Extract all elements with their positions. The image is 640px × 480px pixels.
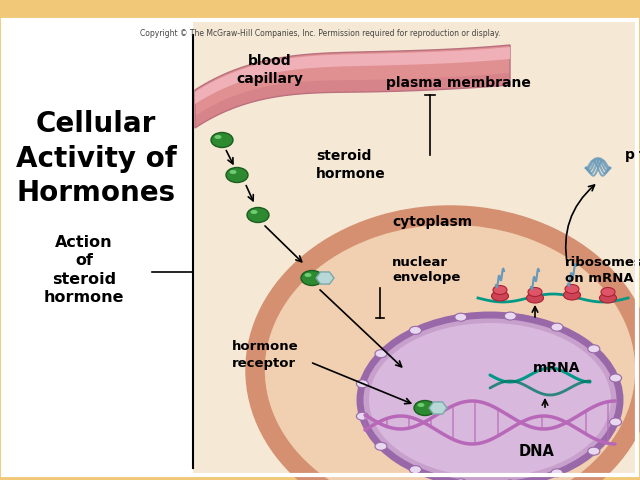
Ellipse shape xyxy=(375,442,387,450)
Ellipse shape xyxy=(563,290,580,300)
Bar xyxy=(193,22,635,474)
Ellipse shape xyxy=(356,380,369,388)
Ellipse shape xyxy=(588,345,600,353)
Text: blood
capillary: blood capillary xyxy=(237,54,303,85)
Polygon shape xyxy=(316,272,334,284)
Ellipse shape xyxy=(565,285,579,293)
Ellipse shape xyxy=(360,315,620,480)
Ellipse shape xyxy=(250,210,257,214)
Ellipse shape xyxy=(455,313,467,321)
Ellipse shape xyxy=(504,312,516,320)
Text: Cellular
Activity of
Hormones: Cellular Activity of Hormones xyxy=(15,110,177,207)
Text: steroid
hormone: steroid hormone xyxy=(316,149,386,180)
Text: nuclear
envelope: nuclear envelope xyxy=(392,255,460,285)
Ellipse shape xyxy=(369,323,611,477)
Ellipse shape xyxy=(375,350,387,358)
Ellipse shape xyxy=(226,168,248,182)
Ellipse shape xyxy=(230,170,237,174)
Text: plasma membrane: plasma membrane xyxy=(385,76,531,90)
Ellipse shape xyxy=(609,374,621,382)
Ellipse shape xyxy=(551,323,563,331)
Ellipse shape xyxy=(493,286,507,295)
Ellipse shape xyxy=(255,215,640,480)
Bar xyxy=(5,22,193,474)
Text: Action
of
steroid
hormone: Action of steroid hormone xyxy=(44,235,124,305)
Text: DNA: DNA xyxy=(519,444,555,459)
Text: cytoplasm: cytoplasm xyxy=(392,215,472,229)
Polygon shape xyxy=(195,47,510,104)
Ellipse shape xyxy=(609,418,621,426)
Text: protein: protein xyxy=(625,148,640,162)
Ellipse shape xyxy=(527,293,543,303)
Text: mRNA: mRNA xyxy=(533,361,580,375)
Ellipse shape xyxy=(600,293,616,303)
Polygon shape xyxy=(195,73,510,128)
Ellipse shape xyxy=(551,469,563,477)
Ellipse shape xyxy=(247,207,269,223)
Ellipse shape xyxy=(588,447,600,455)
Ellipse shape xyxy=(305,273,312,277)
Ellipse shape xyxy=(410,466,421,474)
Text: hormone
receptor: hormone receptor xyxy=(232,340,299,370)
Ellipse shape xyxy=(301,271,323,286)
Ellipse shape xyxy=(417,403,424,407)
Ellipse shape xyxy=(265,225,635,480)
Ellipse shape xyxy=(601,288,615,297)
Ellipse shape xyxy=(455,479,467,480)
Polygon shape xyxy=(195,45,510,128)
Ellipse shape xyxy=(410,326,421,335)
Text: ribosomes
on mRNA: ribosomes on mRNA xyxy=(565,255,640,285)
Ellipse shape xyxy=(414,400,436,416)
Ellipse shape xyxy=(492,291,509,301)
Text: Copyright © The McGraw-Hill Companies, Inc. Permission required for reproduction: Copyright © The McGraw-Hill Companies, I… xyxy=(140,28,500,37)
Ellipse shape xyxy=(528,288,542,297)
Ellipse shape xyxy=(356,412,369,420)
Ellipse shape xyxy=(214,135,221,139)
Ellipse shape xyxy=(211,132,233,147)
Polygon shape xyxy=(429,402,447,414)
